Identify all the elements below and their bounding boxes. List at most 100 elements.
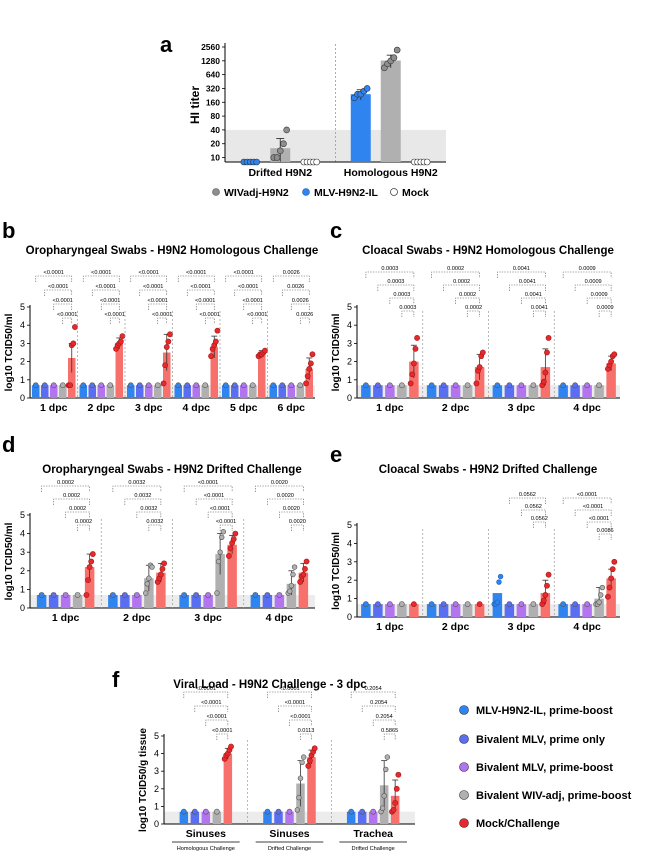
panel-c-sig-bracket — [574, 284, 612, 291]
panel-d-sig-bracket — [291, 524, 304, 531]
panel-d-bar — [262, 594, 273, 608]
panel-f-sig-bracket — [194, 705, 229, 712]
panel-a-y-tick-label: 1280 — [201, 56, 220, 66]
panel-d-sig-bracket — [255, 485, 304, 492]
panel-a-y-tick-label: 20 — [211, 139, 221, 149]
panel-b-bar — [249, 385, 257, 398]
panel-f-point — [383, 766, 389, 773]
panel-c-point — [476, 364, 483, 370]
panel-b-point — [162, 362, 169, 369]
panel-f-letter: f — [112, 667, 120, 692]
panel-b-pvalue: <0.0001 — [91, 270, 111, 276]
panel-a-point — [253, 158, 260, 166]
panel-a-letter: a — [160, 32, 173, 57]
panel-c-sig-bracket — [509, 284, 546, 291]
panel-f-sublabel: Drifted Challenge — [268, 846, 311, 852]
panel-d-bar — [191, 594, 201, 608]
panel-d-point — [230, 536, 237, 543]
panel-c-bar — [385, 385, 395, 398]
panel-a-x-label: Drifted H9N2 — [248, 167, 312, 179]
panel-b-point — [70, 340, 77, 347]
legend-f-marker-0 — [459, 705, 469, 715]
panel-c-pvalue: 0.0041 — [531, 305, 548, 311]
panel-c-pvalue: 0.0003 — [393, 292, 410, 298]
panel-b-sig-bracket — [130, 275, 168, 282]
panel-b-point — [212, 338, 219, 345]
panel-d-bar — [108, 594, 118, 608]
panel-a-point — [423, 158, 431, 166]
panel-f-pvalue: <0.0001 — [207, 714, 227, 720]
panel-b-sig-bracket — [148, 303, 168, 310]
panel-f-sig-bracket — [383, 733, 396, 740]
panel-c-pvalue: 0.0041 — [525, 292, 542, 298]
panel-b-sig-bracket — [204, 317, 215, 324]
panel-d-point — [227, 545, 234, 552]
panel-b-point — [59, 382, 66, 389]
panel-d-point — [38, 592, 45, 598]
panel-d-sig-bracket — [279, 511, 304, 518]
panel-d-point — [217, 549, 223, 555]
panel-e-bar — [474, 604, 485, 617]
panel-b-bar — [97, 385, 105, 398]
panel-e-bar — [397, 604, 407, 617]
panel-d-y-tick-label: 3 — [20, 547, 25, 557]
panel-b-y-tick-label: 2 — [20, 357, 25, 367]
panel-d-point — [142, 590, 149, 596]
panel-c-point — [584, 382, 591, 389]
panel-f-sig-bracket — [278, 705, 312, 712]
panel-d-sig-bracket — [41, 485, 90, 492]
panel-e-bar — [528, 604, 539, 617]
panel-f-bar — [274, 811, 283, 824]
panel-d-point — [252, 592, 259, 598]
panel-d-bar — [179, 594, 189, 608]
panel-b-pvalue: <0.0001 — [105, 312, 125, 318]
panel-e-y-tick-label: 1 — [347, 594, 352, 604]
panel-b-bar — [41, 385, 49, 398]
panel-f-sig-bracket — [372, 719, 396, 726]
panel-c-bar — [594, 385, 604, 398]
legend-label-wiv: WIVadj-H9N2 — [224, 187, 289, 199]
panel-e-pvalue: 0.0562 — [531, 516, 548, 522]
panel-f-x-label: Trachea — [353, 828, 393, 840]
panel-b-bar — [222, 385, 230, 398]
panel-a-point — [390, 54, 398, 61]
panel-b-point — [165, 338, 172, 345]
panel-c-pvalue: 0.0003 — [387, 279, 404, 285]
panel-c-bar — [528, 385, 539, 398]
panel-c-x-label: 2 dpc — [442, 402, 470, 414]
panel-b-x-label: 1 dpc — [40, 402, 68, 414]
panel-b-point — [89, 382, 96, 389]
panel-b-bar — [106, 385, 114, 398]
panel-d-point — [149, 564, 155, 570]
panel-b-sig-bracket — [53, 303, 73, 310]
panel-f-sig-bracket — [205, 719, 229, 726]
panel-f-point — [390, 807, 397, 813]
panel-a-y-tick-label: 320 — [206, 83, 220, 93]
panel-a-point — [313, 158, 320, 166]
panel-c-point — [414, 335, 420, 341]
panel-f-bar — [223, 753, 233, 824]
panel-f-sublabel: Drifted Challenge — [352, 846, 395, 852]
panel-b-bar — [305, 368, 313, 398]
panel-d-point — [181, 592, 188, 598]
panel-f-sig-bracket — [183, 691, 229, 698]
panel-d-point — [290, 571, 296, 578]
panel-b-sig-bracket — [44, 289, 73, 296]
panel-f-point — [359, 808, 366, 815]
panel-d-pvalue: 0.0032 — [134, 493, 151, 499]
panel-b-bar — [115, 343, 123, 398]
panel-e-sig-bracket — [598, 533, 612, 540]
panel-e-y-tick-label: 2 — [347, 575, 352, 585]
panel-b-point — [50, 382, 57, 389]
panel-f-point — [180, 808, 187, 815]
panel-c-pvalue: 0.0009 — [579, 266, 596, 272]
panel-f-bar — [307, 757, 316, 824]
panel-d-point — [144, 581, 150, 587]
panel-a-point — [363, 85, 371, 92]
panel-e-point — [542, 592, 549, 598]
panel-e-point — [611, 558, 618, 565]
panel-b-sig-bracket — [290, 303, 310, 310]
panel-d-point — [205, 592, 212, 598]
panel-b-point — [160, 380, 167, 387]
panel-c-x-label: 3 dpc — [508, 402, 536, 414]
